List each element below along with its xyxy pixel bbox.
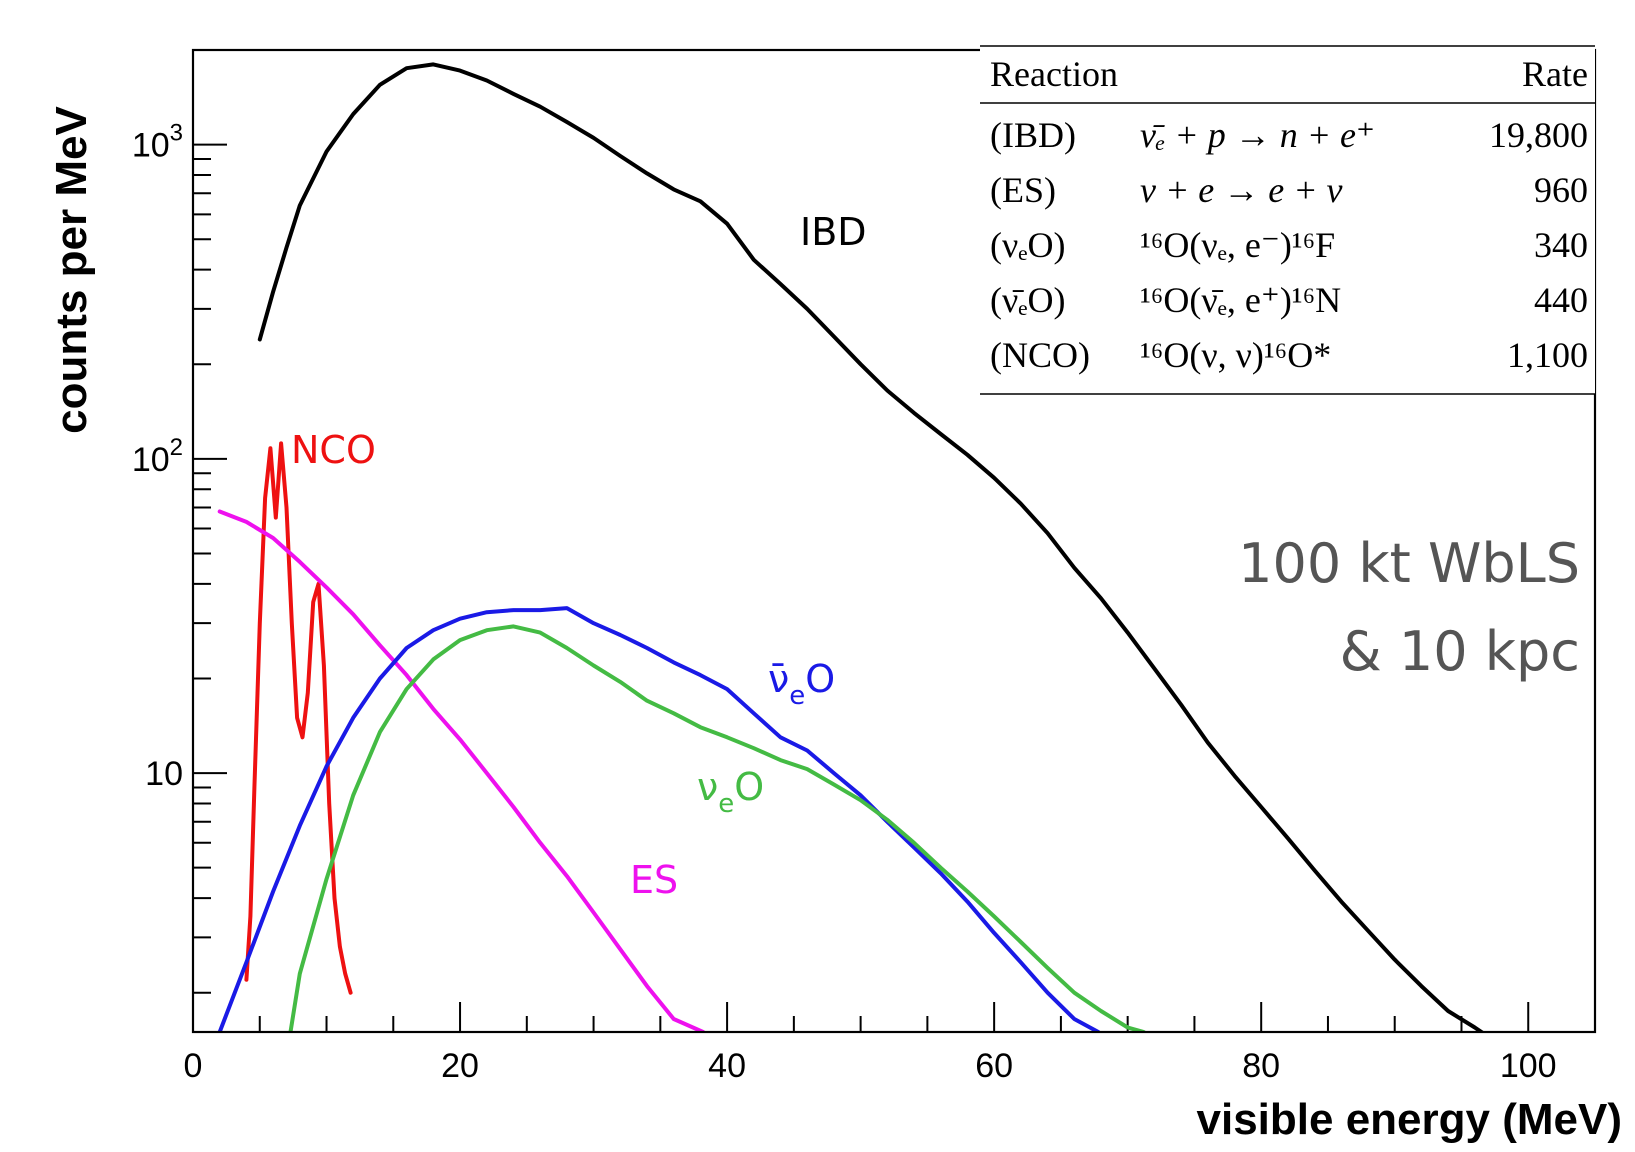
series-layer — [217, 62, 1485, 1032]
y-tick-label: 102 — [132, 434, 183, 479]
rate-row-nueo-reaction: ¹⁶O(νₑ, e⁻)¹⁶F — [1140, 225, 1335, 265]
curve-label-nueo-sub: e — [718, 789, 734, 819]
curve-label-anueo: ν̄eO — [768, 657, 835, 711]
rate-row-es-tag: (ES) — [990, 170, 1056, 210]
series-line-1 — [244, 441, 353, 995]
annotation-line-2: & 10 kpc — [1340, 620, 1580, 683]
curve-label-ibd: IBD — [800, 210, 867, 254]
series-line-0 — [257, 62, 1485, 1032]
x-tick-label: 20 — [441, 1047, 479, 1085]
x-tick-label: 40 — [708, 1047, 746, 1085]
rate-table: Reaction Rate (IBD) ν̄ₑ + p → n + e⁺ 19,… — [980, 45, 1595, 395]
rate-row-anueo-tag: (ν̄ₑO) — [990, 280, 1065, 320]
rate-row-ibd-rate: 19,800 — [1489, 115, 1588, 155]
series-line-2 — [217, 509, 706, 1032]
y-tick-labels: 10 102 103 — [132, 120, 183, 793]
rate-row-es-rate: 960 — [1534, 170, 1588, 210]
tick-marks — [193, 49, 1530, 1032]
y-tick-label: 10 — [145, 755, 183, 793]
rate-row-nco-reaction: ¹⁶O(ν, ν)¹⁶O* — [1140, 335, 1331, 375]
series-line-3 — [217, 606, 1101, 1032]
annotation-line-1: 100 kt WbLS — [1238, 532, 1580, 595]
curve-label-es: ES — [630, 858, 678, 902]
rate-table-background — [980, 46, 1595, 394]
x-tick-label: 60 — [975, 1047, 1013, 1085]
rate-row-es-reaction: ν + e → e + ν — [1140, 170, 1343, 210]
y-tick-label: 103 — [132, 120, 183, 165]
x-tick-labels: 0 20 40 60 80 100 — [184, 1047, 1557, 1085]
curve-label-nco: NCO — [291, 428, 376, 472]
x-tick-label: 100 — [1500, 1047, 1557, 1085]
rate-row-nco-tag: (NCO) — [990, 335, 1090, 375]
x-axis-title: visible energy (MeV) — [1197, 1095, 1622, 1144]
rate-row-nueo-tag: (νₑO) — [990, 225, 1065, 265]
rate-row-nco-rate: 1,100 — [1507, 335, 1588, 375]
curve-label-nueo-base: ν — [697, 765, 718, 809]
curve-label-anueo-sub: e — [789, 681, 805, 711]
rate-table-header-reaction: Reaction — [990, 54, 1118, 94]
rate-row-anueo-reaction: ¹⁶O(ν̄ₑ, e⁺)¹⁶N — [1140, 280, 1341, 320]
curve-label-nueo: νeO — [697, 765, 764, 819]
rate-row-nueo-rate: 340 — [1534, 225, 1588, 265]
rate-row-ibd-tag: (IBD) — [990, 115, 1076, 155]
rate-row-anueo-rate: 440 — [1534, 280, 1588, 320]
y-axis-title: counts per MeV — [47, 106, 96, 434]
curve-label-nueo-tail: O — [734, 765, 764, 809]
curve-label-anueo-base: ν̄ — [768, 657, 789, 701]
series-line-4 — [288, 624, 1146, 1032]
rate-table-header-rate: Rate — [1522, 54, 1588, 94]
x-tick-label: 0 — [184, 1047, 203, 1085]
plot-frame — [191, 48, 1597, 1034]
x-tick-label: 80 — [1242, 1047, 1280, 1085]
rate-row-ibd-reaction: ν̄ₑ + p → n + e⁺ — [1140, 115, 1375, 155]
curve-label-anueo-tail: O — [805, 657, 835, 701]
